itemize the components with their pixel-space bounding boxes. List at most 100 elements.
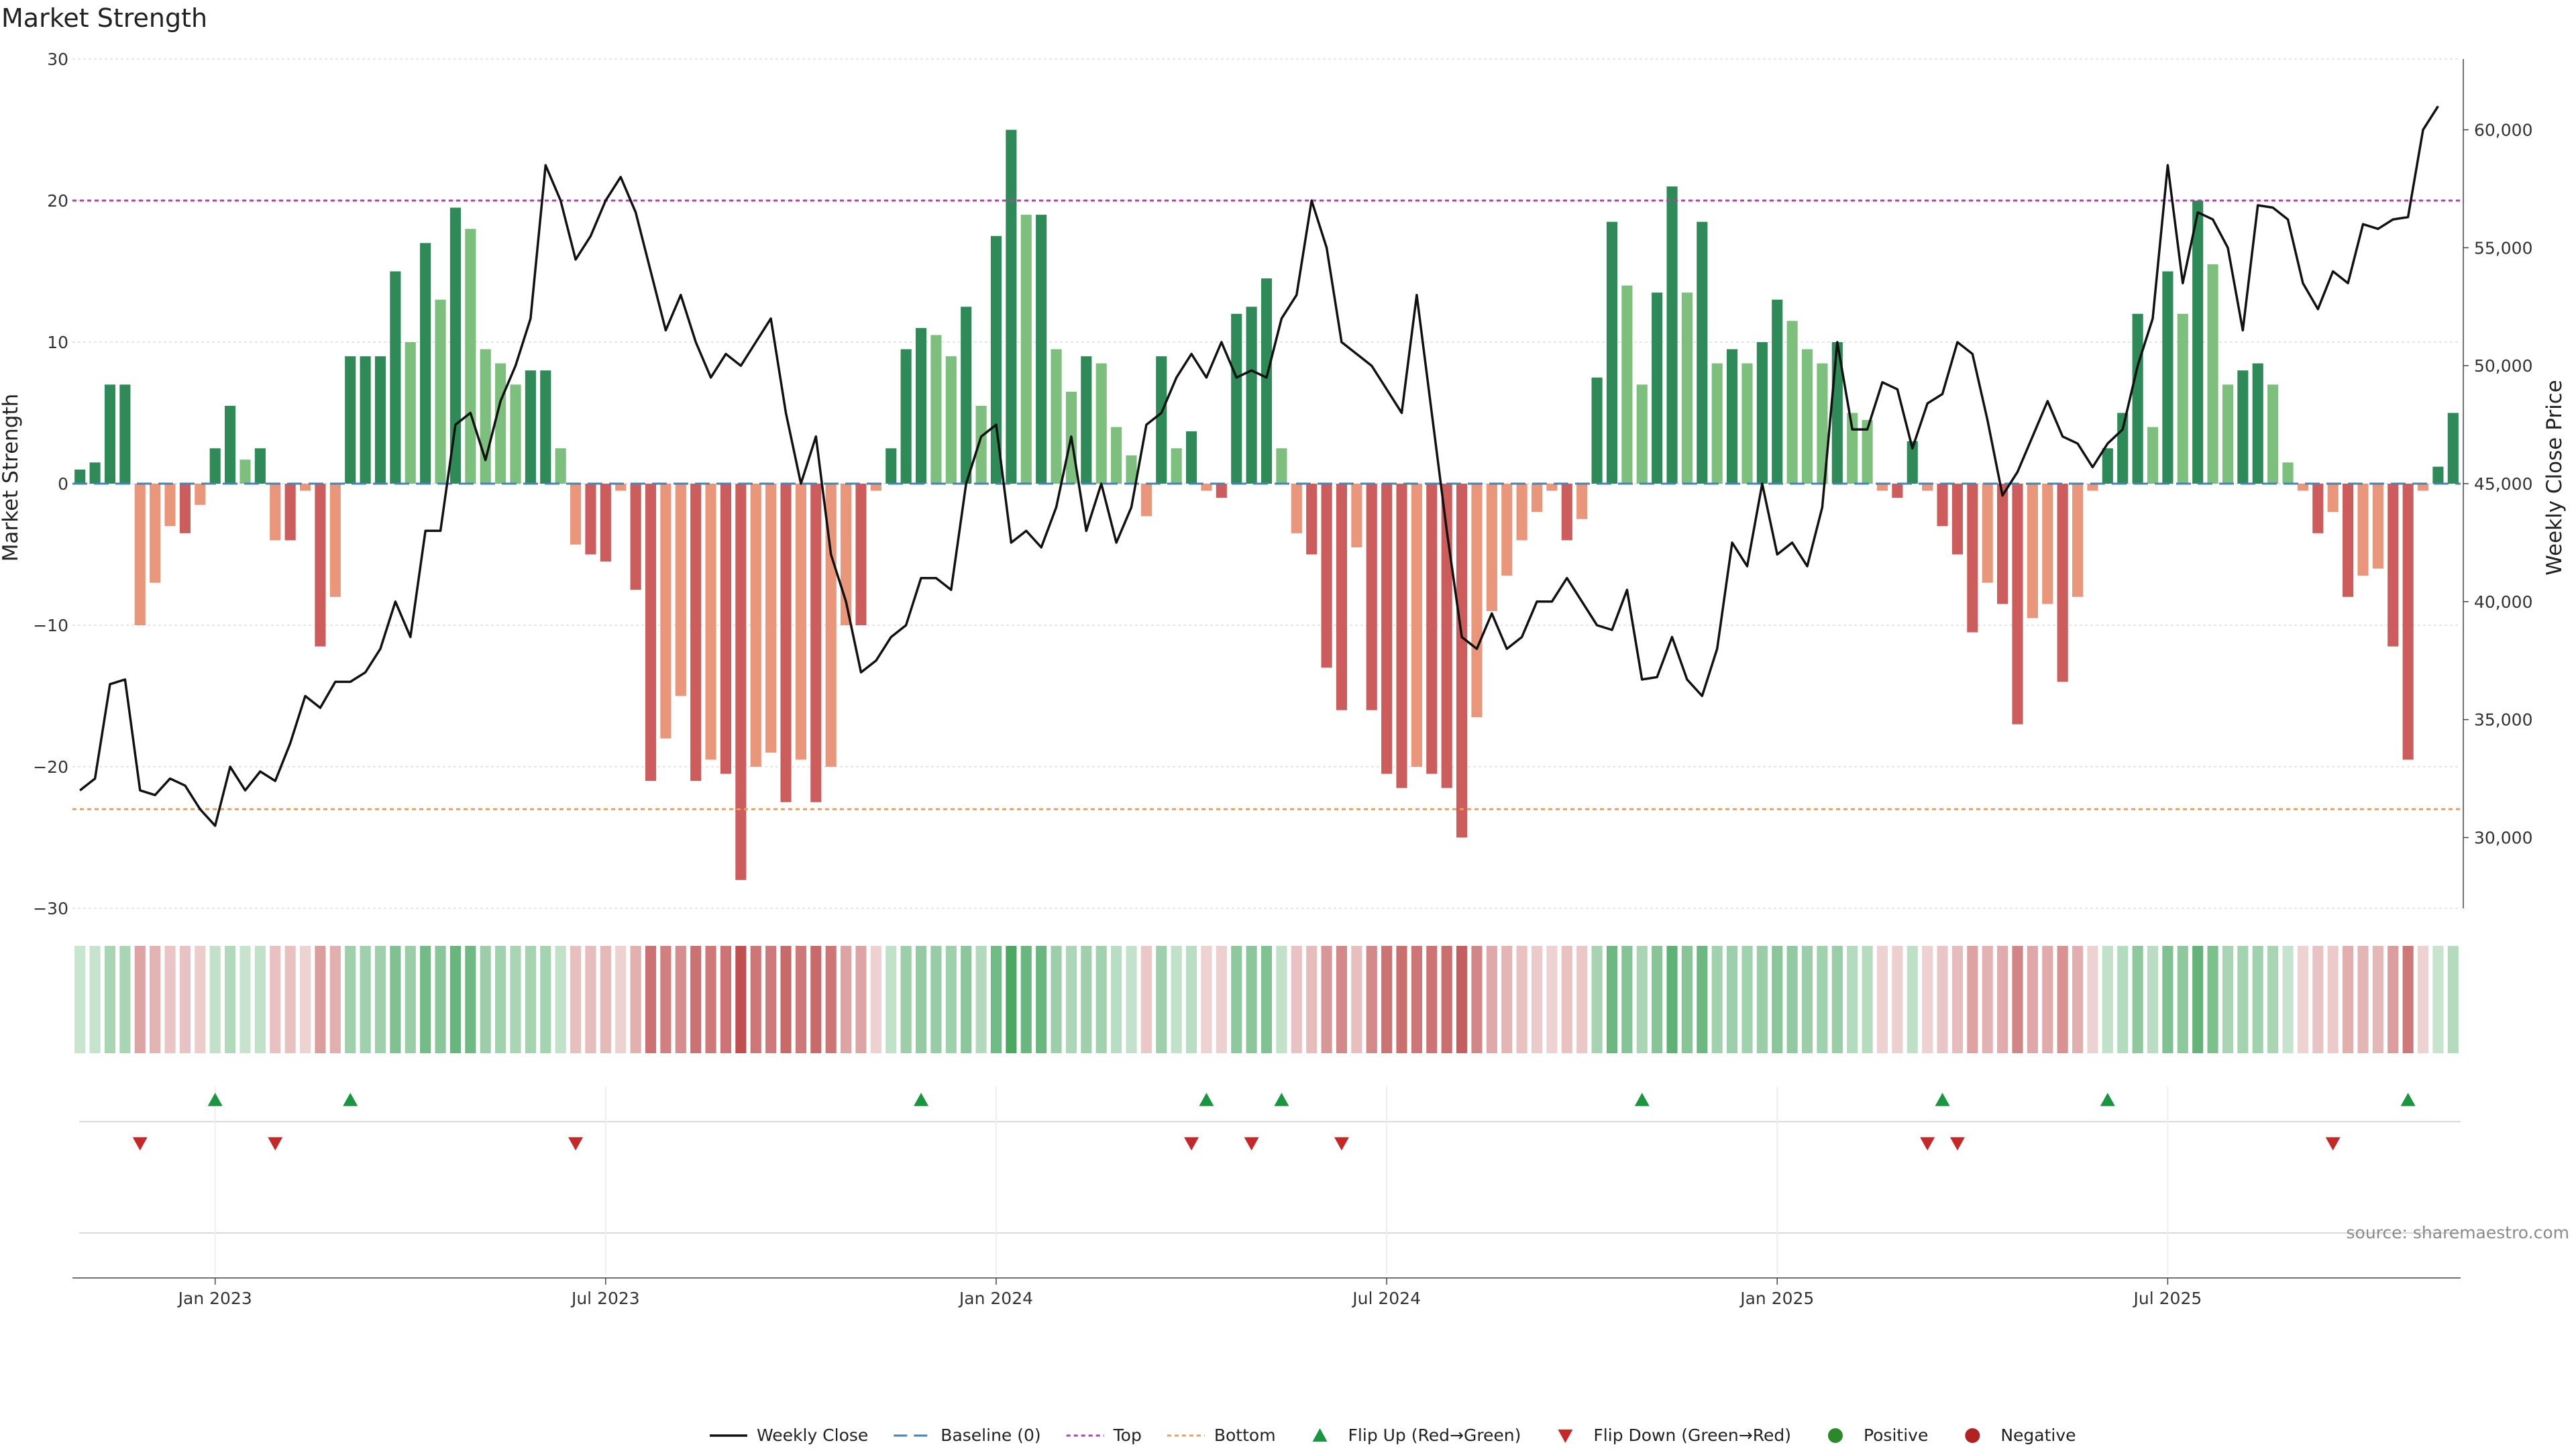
heatmap-cell (720, 946, 732, 1053)
strength-bar (1501, 484, 1513, 576)
y-tick-label: 0 (58, 474, 68, 494)
heatmap-cell (1426, 946, 1438, 1053)
heatmap-cell (134, 946, 146, 1053)
strength-bar (1260, 278, 1273, 484)
flip-up-marker (1935, 1093, 1950, 1106)
strength-bar (1185, 431, 1197, 484)
heatmap-cell (1756, 946, 1768, 1053)
legend-label: Weekly Close (757, 1426, 868, 1445)
legend-item: Baseline (0) (894, 1426, 1041, 1445)
heatmap-cell (660, 946, 672, 1053)
strength-bar (2387, 484, 2399, 647)
strength-bar (585, 484, 596, 555)
strength-bar (1006, 129, 1017, 484)
x-tick-label: Jan 2025 (1739, 1289, 1814, 1308)
strength-bar (1411, 484, 1422, 767)
strength-bar (1666, 186, 1678, 484)
strength-bar (1231, 313, 1242, 484)
strength-bar (915, 327, 927, 484)
heatmap-cell (495, 946, 506, 1053)
flip-up-marker (914, 1093, 929, 1106)
heatmap-cell (2042, 946, 2053, 1053)
strength-bar (1051, 349, 1062, 484)
heatmap-cell (2222, 946, 2234, 1053)
strength-bar (1892, 484, 1903, 498)
strength-bar (1291, 484, 1302, 533)
strength-bar (2132, 313, 2143, 484)
heatmap-cell (585, 946, 596, 1053)
heatmap-cell (74, 946, 86, 1053)
heatmap-cell (89, 946, 101, 1053)
legend-label: Flip Down (Green→Red) (1593, 1426, 1791, 1445)
reference-lines (72, 199, 2461, 810)
strength-bar (975, 405, 987, 484)
heatmap-cell (975, 946, 987, 1053)
heatmap-cell (270, 946, 281, 1053)
flip-down-marker (1920, 1137, 1935, 1150)
heatmap-cell (390, 946, 401, 1053)
heatmap-cell (2207, 946, 2218, 1053)
strength-bar (1246, 307, 1257, 484)
strength-bar (2222, 384, 2234, 484)
strength-bar (1951, 484, 1963, 555)
legend-label: Baseline (0) (941, 1426, 1040, 1445)
heatmap-cell (1156, 946, 1167, 1053)
strength-bar (270, 484, 281, 541)
strength-bar (1276, 448, 1287, 484)
strength-bar (1907, 441, 1918, 484)
flip-up-marker (2400, 1093, 2416, 1106)
strength-bar (2162, 271, 2174, 484)
strength-bar (2117, 413, 2129, 484)
strength-bar (1786, 321, 1798, 484)
strength-bar (254, 448, 266, 484)
strength-bar (885, 448, 897, 484)
strength-bar (405, 342, 416, 484)
heatmap-cell (555, 946, 566, 1053)
strength-bar (660, 484, 672, 739)
heatmap-cell (2132, 946, 2143, 1053)
flip-up-marker (2100, 1093, 2115, 1106)
heatmap-cell (2282, 946, 2294, 1053)
strength-bar (2312, 484, 2324, 533)
strength-bar (2177, 313, 2188, 484)
heatmap-cell (164, 946, 176, 1053)
strength-bar (239, 460, 251, 484)
heatmap-cell (1531, 946, 1543, 1053)
heatmap-cell (855, 946, 867, 1053)
strength-bar (2087, 484, 2098, 491)
strength-bar (1697, 221, 1708, 484)
heatmap-cell (540, 946, 551, 1053)
heatmap-cell (615, 946, 627, 1053)
heatmap-cell (525, 946, 536, 1053)
strength-bar (2417, 484, 2429, 491)
heatmap-cell (1982, 946, 1993, 1053)
y2-tick-label: 55,000 (2474, 238, 2532, 258)
heatmap-cell (2192, 946, 2204, 1053)
strength-bar (1591, 377, 1603, 484)
heatmap-cell (2402, 946, 2414, 1053)
heatmap-cell (2087, 946, 2098, 1053)
heatmap-cell (345, 946, 356, 1053)
heatmap-cell (1786, 946, 1798, 1053)
legend-label: Positive (1864, 1426, 1928, 1445)
strength-bar (1351, 484, 1362, 547)
strength-bar (961, 307, 972, 484)
heatmap-cell (1951, 946, 1963, 1053)
heatmap-cell (1727, 946, 1738, 1053)
strength-bar (89, 462, 101, 484)
strength-bar (570, 484, 582, 545)
heatmap-cell (675, 946, 686, 1053)
heatmap-cell (1892, 946, 1903, 1053)
heatmap-cell (961, 946, 972, 1053)
heatmap-cell (1216, 946, 1227, 1053)
x-tick-label: Jan 2024 (958, 1289, 1033, 1308)
strength-bar (525, 370, 536, 484)
heatmap-cell (2237, 946, 2249, 1053)
heatmap-cell (900, 946, 912, 1053)
chart-title: Market Strength (1, 3, 207, 33)
heatmap-cell (435, 946, 446, 1053)
heatmap-cell (449, 946, 462, 1053)
strength-bar (1336, 484, 1348, 710)
heatmap-cell (2162, 946, 2174, 1053)
legend-label: Top (1113, 1426, 1142, 1445)
